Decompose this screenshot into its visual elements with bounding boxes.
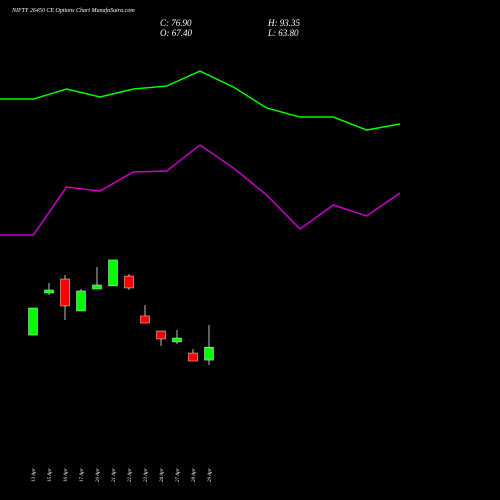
low-label: L: 63.80 bbox=[267, 28, 299, 38]
candle-body bbox=[204, 346, 214, 361]
candle-body bbox=[28, 307, 38, 336]
x-tick-label: 23 Apr bbox=[144, 468, 149, 482]
x-tick-label: 28 Apr bbox=[192, 468, 197, 482]
x-tick-label: 21 Apr bbox=[112, 468, 117, 482]
x-tick-label: 29 Apr bbox=[208, 468, 213, 482]
high-label: H: 93.35 bbox=[267, 18, 300, 28]
line-series bbox=[0, 70, 401, 131]
open-label: O: 67.40 bbox=[160, 28, 192, 38]
x-tick-label: 15 Apr bbox=[48, 468, 53, 482]
close-label: C: 76.90 bbox=[160, 18, 192, 28]
x-tick-label: 24 Apr bbox=[160, 468, 165, 482]
x-tick-label: 16 Apr bbox=[64, 468, 69, 482]
x-tick-label: 27 Apr bbox=[176, 468, 181, 482]
candle-body bbox=[172, 337, 182, 343]
candle-body bbox=[76, 290, 86, 312]
candle-body bbox=[60, 278, 70, 307]
x-tick-label: 20 Apr bbox=[96, 468, 101, 482]
chart-title: NIFTY 26450 CE Options Chart MunafaSutra… bbox=[11, 7, 135, 14]
candle-body bbox=[124, 275, 134, 289]
x-tick-label: 22 Apr bbox=[128, 468, 133, 482]
candle-body bbox=[188, 352, 198, 362]
x-tick-label: 13 Apr bbox=[32, 468, 37, 482]
line-series bbox=[0, 144, 401, 236]
candle-body bbox=[140, 315, 150, 324]
x-tick-label: 17 Apr bbox=[80, 468, 85, 482]
candle-body bbox=[108, 259, 118, 287]
candle-body bbox=[44, 289, 54, 294]
candle-body bbox=[92, 284, 102, 290]
candle-body bbox=[156, 330, 166, 340]
